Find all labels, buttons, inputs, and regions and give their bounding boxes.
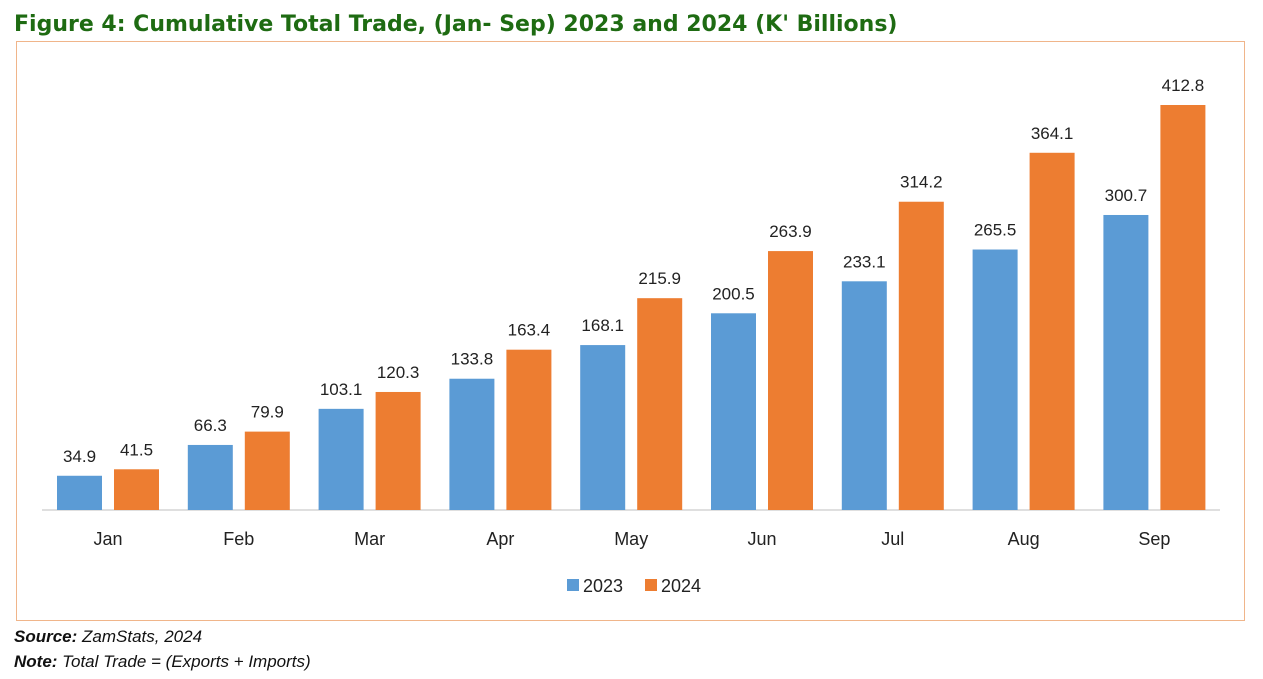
data-label-2024-may: 215.9 xyxy=(638,269,681,288)
source-label: Source: xyxy=(14,627,78,646)
data-label-2023-jan: 34.9 xyxy=(63,447,96,466)
bar-2024-apr xyxy=(506,349,552,510)
bar-2023-apr xyxy=(449,378,495,510)
bar-2023-may xyxy=(580,345,626,510)
data-label-2024-mar: 120.3 xyxy=(377,363,420,382)
bar-2024-mar xyxy=(375,391,421,510)
bar-2024-jun xyxy=(768,251,813,510)
bar-2023-mar xyxy=(318,408,364,510)
x-tick-label-apr: Apr xyxy=(486,529,514,549)
x-tick-label-sep: Sep xyxy=(1138,529,1170,549)
bar-2024-sep xyxy=(1160,105,1206,510)
bar-2024-feb xyxy=(244,431,290,510)
data-label-2023-aug: 265.5 xyxy=(974,221,1017,240)
bar-2024-jul xyxy=(898,201,944,510)
x-tick-label-jan: Jan xyxy=(93,529,122,549)
bar-2023-feb xyxy=(187,444,233,510)
bar-2023-aug xyxy=(972,249,1018,510)
data-label-2023-feb: 66.3 xyxy=(194,416,227,435)
data-label-2024-jun: 263.9 xyxy=(769,222,812,241)
data-label-2024-jan: 41.5 xyxy=(120,440,153,459)
legend-label-2024: 2024 xyxy=(661,576,701,596)
legend-label-2023: 2023 xyxy=(583,576,623,596)
x-tick-label-aug: Aug xyxy=(1008,529,1040,549)
figure-title: Figure 4: Cumulative Total Trade, (Jan- … xyxy=(14,12,898,37)
bar-2023-sep xyxy=(1103,214,1149,511)
x-tick-label-jul: Jul xyxy=(881,529,904,549)
data-label-2023-jun: 200.5 xyxy=(712,284,755,303)
data-label-2024-feb: 79.9 xyxy=(251,403,284,422)
x-tick-label-feb: Feb xyxy=(223,529,254,549)
note-footnote: Note: Total Trade = (Exports + Imports) xyxy=(14,652,311,672)
source-text: ZamStats, 2024 xyxy=(77,627,203,646)
source-note: Source: ZamStats, 2024 xyxy=(14,627,202,647)
data-label-2023-may: 168.1 xyxy=(581,316,624,335)
data-label-2023-sep: 300.7 xyxy=(1105,186,1148,205)
data-label-2024-sep: 412.8 xyxy=(1162,76,1205,95)
x-tick-label-mar: Mar xyxy=(354,529,385,549)
legend-swatch-2024 xyxy=(645,579,657,591)
data-label-2023-apr: 133.8 xyxy=(451,350,494,369)
bar-2023-jul xyxy=(841,281,887,510)
bar-2023-jun xyxy=(711,313,756,510)
data-label-2024-apr: 163.4 xyxy=(508,321,551,340)
note-text: Total Trade = (Exports + Imports) xyxy=(57,652,311,671)
x-tick-label-jun: Jun xyxy=(747,529,776,549)
legend-swatch-2023 xyxy=(567,579,579,591)
data-label-2023-mar: 103.1 xyxy=(320,380,363,399)
bar-2024-may xyxy=(637,298,683,510)
bar-2023-jan xyxy=(57,475,102,510)
note-label: Note: xyxy=(14,652,58,671)
data-label-2023-jul: 233.1 xyxy=(843,252,886,271)
bar-2024-jan xyxy=(114,469,159,510)
data-label-2024-jul: 314.2 xyxy=(900,173,943,192)
data-label-2024-aug: 364.1 xyxy=(1031,124,1074,143)
chart-frame xyxy=(16,41,1245,621)
bar-2024-aug xyxy=(1029,152,1075,511)
x-tick-label-may: May xyxy=(614,529,648,549)
